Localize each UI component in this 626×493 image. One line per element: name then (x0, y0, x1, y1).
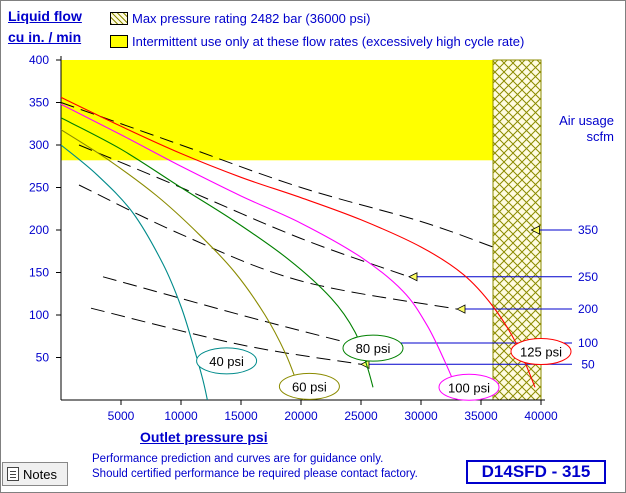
x-tick-label: 15000 (224, 409, 258, 423)
notes-button[interactable]: Notes (2, 462, 68, 486)
x-tick-label: 40000 (524, 409, 558, 423)
y-axis-title-line1: Liquid flow (8, 8, 82, 24)
x-tick-label: 30000 (404, 409, 438, 423)
curve-label-60-psi: 60 psi (292, 379, 327, 394)
legend-max-pressure-label: Max pressure rating 2482 bar (36000 psi) (132, 11, 371, 26)
air-usage-title: Air usage scfm (559, 113, 614, 145)
legend-intermittent: Intermittent use only at these flow rate… (110, 34, 524, 49)
x-tick-label: 25000 (344, 409, 378, 423)
y-tick-label: 50 (36, 351, 50, 365)
y-tick-label: 400 (29, 53, 49, 67)
air-usage-label-50: 50 (581, 357, 595, 371)
air-usage-label-200: 200 (578, 302, 598, 316)
y-tick-label: 150 (29, 266, 49, 280)
air-usage-curve-50 (90, 307, 362, 365)
air-usage-arrow-250 (408, 272, 418, 282)
x-tick-label: 5000 (108, 409, 135, 423)
curve-label-40-psi: 40 psi (209, 354, 244, 369)
curve-label-bubble-40-psi (196, 347, 258, 375)
legend-max-pressure: Max pressure rating 2482 bar (36000 psi) (110, 11, 370, 26)
air-usage-label-350: 350 (578, 223, 598, 237)
model-number: D14SFD - 315 (466, 460, 606, 484)
air-usage-curve-200 (78, 184, 458, 310)
x-tick-label: 10000 (164, 409, 198, 423)
disclaimer-line2: Should certified performance be required… (92, 468, 418, 480)
curve-125-psi (60, 96, 536, 388)
air-usage-curve-100 (102, 276, 350, 344)
y-tick-label: 250 (29, 181, 49, 195)
curve-100-psi (60, 103, 458, 391)
curve-label-bubble-60-psi (278, 372, 340, 400)
curve-label-80-psi: 80 psi (356, 341, 391, 356)
zone-intermittent-use (61, 60, 541, 161)
disclaimer-line1: Performance prediction and curves are fo… (92, 453, 384, 465)
curve-40-psi (60, 144, 208, 401)
curve-label-bubble-125-psi (510, 338, 572, 366)
y-tick-label: 300 (29, 138, 49, 152)
x-axis-title: Outlet pressure psi (140, 429, 268, 445)
legend-intermittent-label: Intermittent use only at these flow rate… (132, 34, 525, 49)
notes-icon (7, 467, 19, 481)
curve-label-125-psi: 125 psi (520, 345, 562, 360)
air-usage-arrow-200 (456, 304, 466, 314)
notes-button-label: Notes (23, 466, 57, 482)
y-axis-title-line2: cu in. / min (8, 29, 82, 45)
air-usage-title-line1: Air usage (559, 113, 614, 128)
curve-label-100-psi: 100 psi (448, 380, 490, 395)
disclaimer: Performance prediction and curves are fo… (92, 452, 418, 482)
hatch-swatch-icon (110, 12, 128, 25)
y-tick-label: 100 (29, 308, 49, 322)
air-usage-arrow-350 (530, 225, 540, 235)
air-usage-curve-350 (60, 102, 494, 248)
curve-label-bubble-100-psi (438, 373, 500, 401)
curve-label-bubble-80-psi (342, 334, 404, 362)
x-tick-label: 20000 (284, 409, 318, 423)
yellow-swatch-icon (110, 35, 128, 48)
air-usage-title-line2: scfm (586, 129, 614, 144)
y-tick-label: 350 (29, 96, 49, 110)
x-tick-label: 35000 (464, 409, 498, 423)
air-usage-label-100: 100 (578, 336, 598, 350)
air-usage-label-250: 250 (578, 270, 598, 284)
y-tick-label: 200 (29, 223, 49, 237)
curve-60-psi (60, 129, 304, 401)
air-usage-curve-250 (78, 144, 410, 278)
